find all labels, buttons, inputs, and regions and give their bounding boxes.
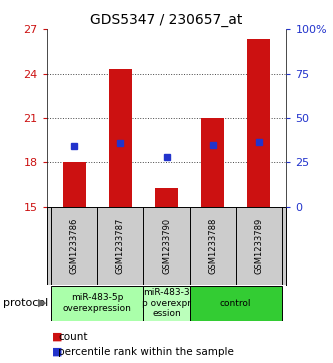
Bar (189, 286, 282, 321)
Bar (155, 188, 178, 207)
Bar (109, 69, 132, 207)
Text: ▶: ▶ (38, 298, 47, 308)
Title: GDS5347 / 230657_at: GDS5347 / 230657_at (90, 13, 243, 26)
Text: ■: ■ (52, 332, 62, 342)
Text: ■: ■ (52, 347, 62, 357)
Text: GSM1233787: GSM1233787 (116, 218, 125, 274)
Text: miR-483-5p
overexpression: miR-483-5p overexpression (63, 293, 132, 313)
Text: miR-483-3
p overexpr
ession: miR-483-3 p overexpr ession (142, 288, 191, 318)
Text: count: count (58, 332, 88, 342)
Text: protocol: protocol (3, 298, 49, 308)
Text: GSM1233789: GSM1233789 (254, 218, 263, 274)
Text: GSM1233788: GSM1233788 (208, 218, 217, 274)
Bar (144, 286, 189, 321)
Bar (51, 286, 144, 321)
Text: GSM1233786: GSM1233786 (70, 218, 79, 274)
Bar (201, 118, 224, 207)
Bar (247, 40, 270, 207)
Text: control: control (220, 299, 251, 307)
Bar (63, 163, 86, 207)
Text: GSM1233790: GSM1233790 (162, 218, 171, 274)
Text: percentile rank within the sample: percentile rank within the sample (58, 347, 234, 357)
